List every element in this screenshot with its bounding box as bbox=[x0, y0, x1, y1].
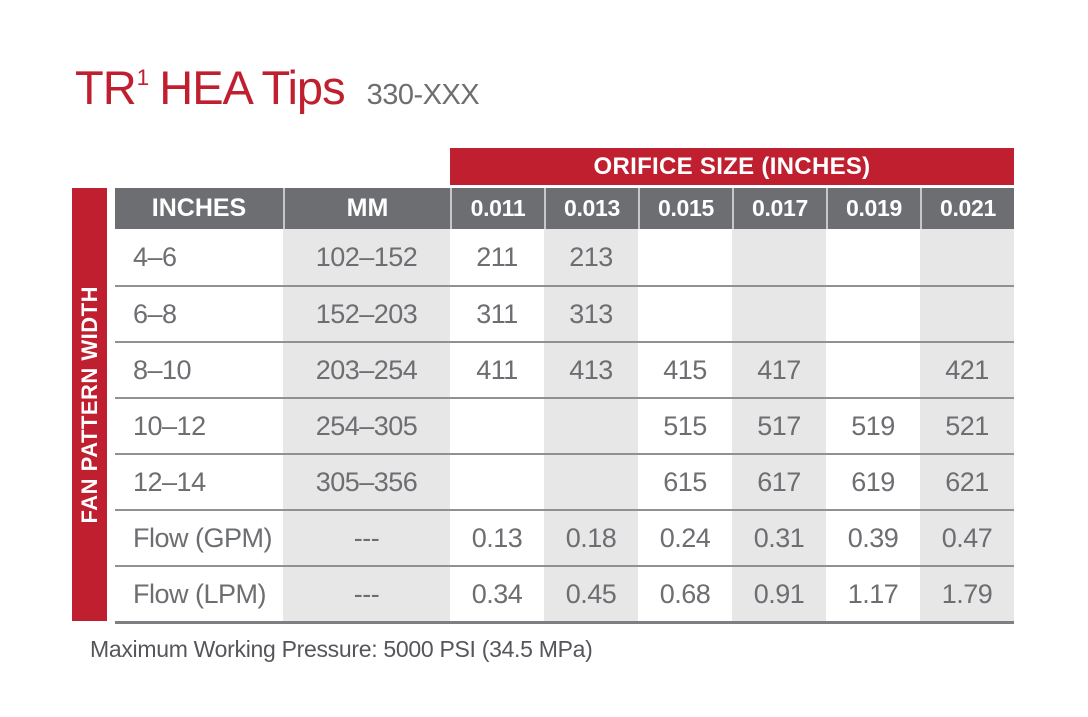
cell-orifice-0021 bbox=[920, 229, 1014, 285]
cell-orifice-0013 bbox=[544, 453, 638, 509]
cell-orifice-0013: 413 bbox=[544, 341, 638, 397]
cell-orifice-0019: 619 bbox=[826, 453, 920, 509]
cell-orifice-0011: 411 bbox=[450, 341, 544, 397]
orifice-size-band: ORIFICE SIZE (INCHES) bbox=[450, 148, 1014, 188]
cell-flow-label: Flow (LPM) bbox=[115, 565, 283, 621]
cell-orifice-0015: 0.68 bbox=[638, 565, 732, 621]
cell-orifice-0015: 0.24 bbox=[638, 509, 732, 565]
col-header-mm: MM bbox=[283, 188, 450, 229]
cell-orifice-0019 bbox=[826, 285, 920, 341]
cell-inches: 12–14 bbox=[115, 453, 283, 509]
page-title: TR1 HEA Tips 330-XXX bbox=[75, 61, 480, 114]
cell-mm: 152–203 bbox=[283, 285, 450, 341]
cell-inches: 4–6 bbox=[115, 229, 283, 285]
max-pressure-note: Maximum Working Pressure: 5000 PSI (34.5… bbox=[90, 636, 593, 662]
cell-orifice-0021: 1.79 bbox=[920, 565, 1014, 621]
cell-inches: 6–8 bbox=[115, 285, 283, 341]
cell-orifice-0017 bbox=[732, 285, 826, 341]
cell-orifice-0021: 0.47 bbox=[920, 509, 1014, 565]
band-spacer bbox=[115, 148, 450, 188]
cell-orifice-0015: 415 bbox=[638, 341, 732, 397]
cell-orifice-0017: 417 bbox=[732, 341, 826, 397]
cell-orifice-0017: 617 bbox=[732, 453, 826, 509]
table-grid: ORIFICE SIZE (INCHES) INCHES MM 0.011 0.… bbox=[115, 148, 1014, 624]
cell-mm: 102–152 bbox=[283, 229, 450, 285]
cell-mm: 254–305 bbox=[283, 397, 450, 453]
cell-orifice-0011: 0.34 bbox=[450, 565, 544, 621]
cell-inches: 10–12 bbox=[115, 397, 283, 453]
cell-orifice-0013 bbox=[544, 397, 638, 453]
cell-orifice-0011: 311 bbox=[450, 285, 544, 341]
title-prefix: TR bbox=[75, 61, 137, 114]
cell-orifice-0021: 621 bbox=[920, 453, 1014, 509]
fan-pattern-width-label: FAN PATTERN WIDTH bbox=[76, 285, 102, 524]
cell-orifice-0021: 421 bbox=[920, 341, 1014, 397]
cell-mm: --- bbox=[283, 565, 450, 621]
cell-orifice-0017: 517 bbox=[732, 397, 826, 453]
cell-orifice-0019: 519 bbox=[826, 397, 920, 453]
cell-mm: 305–356 bbox=[283, 453, 450, 509]
model-code: 330-XXX bbox=[366, 79, 480, 111]
cell-orifice-0013: 213 bbox=[544, 229, 638, 285]
cell-orifice-0019: 1.17 bbox=[826, 565, 920, 621]
cell-orifice-0011: 0.13 bbox=[450, 509, 544, 565]
cell-orifice-0011 bbox=[450, 453, 544, 509]
title-text: HEA Tips bbox=[159, 61, 345, 114]
cell-orifice-0019 bbox=[826, 341, 920, 397]
cell-orifice-0013: 313 bbox=[544, 285, 638, 341]
tip-selection-table: FAN PATTERN WIDTH ORIFICE SIZE (INCHES) … bbox=[72, 148, 1014, 624]
cell-orifice-0015 bbox=[638, 285, 732, 341]
fan-pattern-width-bar: FAN PATTERN WIDTH bbox=[72, 188, 107, 621]
cell-orifice-0015: 615 bbox=[638, 453, 732, 509]
cell-inches: 8–10 bbox=[115, 341, 283, 397]
cell-orifice-0017: 0.31 bbox=[732, 509, 826, 565]
cell-mm: --- bbox=[283, 509, 450, 565]
cell-orifice-0015 bbox=[638, 229, 732, 285]
cell-orifice-0021 bbox=[920, 285, 1014, 341]
cell-flow-label: Flow (GPM) bbox=[115, 509, 283, 565]
cell-orifice-0015: 515 bbox=[638, 397, 732, 453]
product-title: TR1 HEA Tips bbox=[75, 61, 346, 114]
col-header-0019: 0.019 bbox=[826, 188, 920, 229]
cell-orifice-0017 bbox=[732, 229, 826, 285]
title-superscript: 1 bbox=[136, 64, 150, 90]
cell-orifice-0019 bbox=[826, 229, 920, 285]
cell-orifice-0011 bbox=[450, 397, 544, 453]
col-header-0013: 0.013 bbox=[544, 188, 638, 229]
cell-mm: 203–254 bbox=[283, 341, 450, 397]
cell-orifice-0011: 211 bbox=[450, 229, 544, 285]
cell-orifice-0019: 0.39 bbox=[826, 509, 920, 565]
col-header-0011: 0.011 bbox=[450, 188, 544, 229]
col-header-0021: 0.021 bbox=[920, 188, 1014, 229]
col-header-0015: 0.015 bbox=[638, 188, 732, 229]
cell-orifice-0013: 0.18 bbox=[544, 509, 638, 565]
col-header-inches: INCHES bbox=[115, 188, 283, 229]
cell-orifice-0017: 0.91 bbox=[732, 565, 826, 621]
col-header-0017: 0.017 bbox=[732, 188, 826, 229]
cell-orifice-0013: 0.45 bbox=[544, 565, 638, 621]
cell-orifice-0021: 521 bbox=[920, 397, 1014, 453]
